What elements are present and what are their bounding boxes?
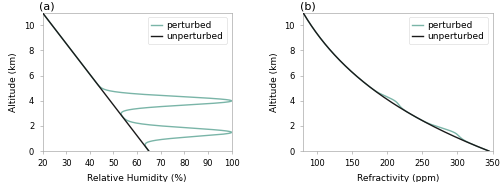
perturbed	[98, 86, 104, 89]
Legend: perturbed, unperturbed: perturbed, unperturbed	[148, 17, 227, 44]
perturbed	[40, 12, 46, 14]
perturbed	[62, 41, 68, 43]
perturbed	[486, 150, 492, 152]
perturbed	[94, 83, 100, 85]
unperturbed	[302, 16, 308, 18]
Legend: perturbed, unperturbed: perturbed, unperturbed	[408, 17, 488, 44]
perturbed	[302, 16, 308, 18]
unperturbed	[468, 143, 474, 145]
perturbed	[146, 150, 152, 152]
Line: perturbed: perturbed	[303, 13, 489, 151]
perturbed	[302, 16, 308, 18]
unperturbed	[320, 41, 326, 43]
unperturbed	[146, 150, 152, 152]
unperturbed	[94, 83, 100, 85]
perturbed	[42, 16, 48, 18]
Line: perturbed: perturbed	[42, 13, 232, 151]
Text: (a): (a)	[38, 2, 54, 12]
perturbed	[320, 41, 326, 43]
Line: unperturbed: unperturbed	[42, 13, 149, 151]
perturbed	[42, 16, 48, 18]
unperturbed	[40, 12, 46, 14]
unperturbed	[486, 150, 492, 152]
perturbed	[142, 143, 148, 145]
unperturbed	[368, 86, 374, 89]
unperturbed	[140, 143, 146, 145]
perturbed	[363, 83, 369, 85]
unperturbed	[302, 16, 308, 18]
Y-axis label: Altitude (km): Altitude (km)	[270, 52, 279, 112]
unperturbed	[42, 16, 48, 18]
unperturbed	[300, 12, 306, 14]
Text: (b): (b)	[300, 2, 316, 12]
perturbed	[368, 86, 374, 89]
Y-axis label: Altitude (km): Altitude (km)	[9, 52, 18, 112]
unperturbed	[97, 86, 103, 89]
perturbed	[468, 143, 474, 145]
unperturbed	[42, 16, 48, 18]
unperturbed	[363, 83, 369, 85]
Line: unperturbed: unperturbed	[303, 13, 489, 151]
X-axis label: Relative Humidity (%): Relative Humidity (%)	[88, 174, 187, 182]
perturbed	[300, 12, 306, 14]
unperturbed	[62, 41, 68, 43]
X-axis label: Refractivity (ppm): Refractivity (ppm)	[357, 174, 439, 182]
